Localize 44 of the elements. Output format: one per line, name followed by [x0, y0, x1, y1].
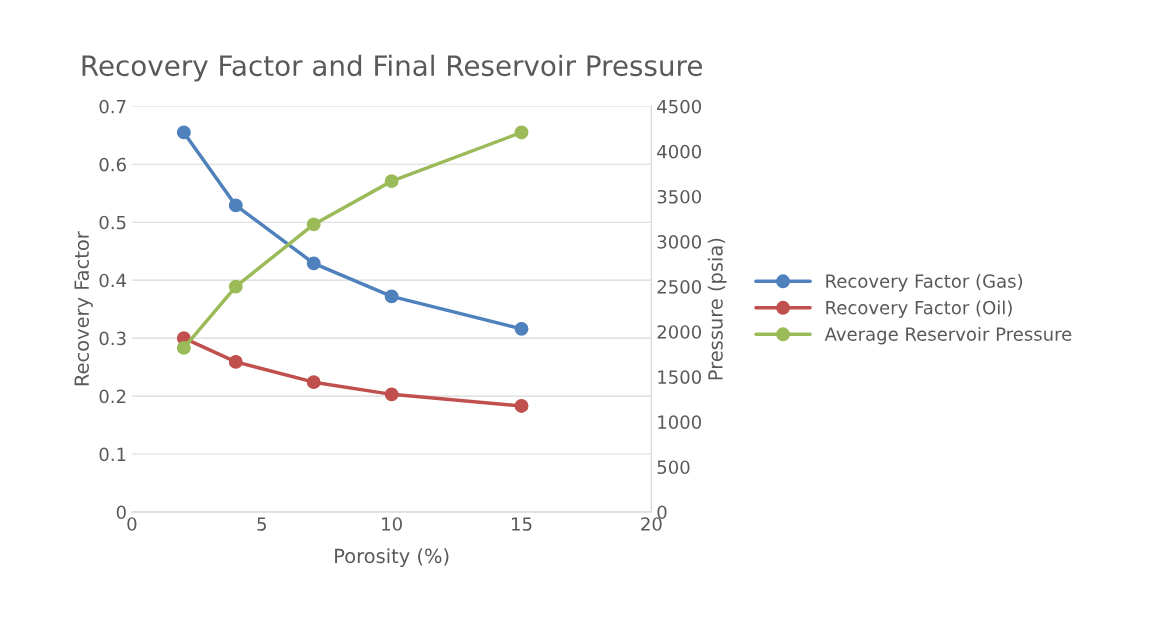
point: [176, 340, 191, 355]
point: [514, 321, 529, 336]
point: [228, 198, 243, 213]
point: [384, 387, 399, 402]
y2-tick-label: 1500: [658, 370, 701, 384]
y2-tick-label: 3500: [657, 189, 701, 204]
y2-tick-label: 4500: [657, 99, 701, 114]
point: [384, 174, 399, 189]
point: [306, 256, 321, 271]
y-tick-label: 0.4: [99, 273, 127, 288]
point: [384, 289, 399, 304]
x-tick-label: 0: [127, 517, 137, 531]
point: [228, 279, 243, 294]
y-tick-label: 0.5: [99, 215, 126, 230]
y2-axis-title: Pressure (psia): [707, 238, 727, 380]
x-tick-label: 15: [512, 517, 532, 531]
x-axis-title: Porosity (%): [335, 548, 449, 568]
y-tick-label: 0.3: [99, 331, 126, 346]
y2-tick-label: 3000: [657, 235, 701, 249]
y-tick-label: 0: [116, 505, 126, 520]
y-tick-label: 0.1: [99, 447, 126, 462]
point: [514, 398, 529, 413]
y2-tick-label: 2500: [657, 280, 701, 294]
chart-title: Recovery Factor and Final Reservoir Pressure: [82, 54, 702, 82]
y2-tick-label: 4000: [657, 144, 701, 159]
y2-tick-label: 500: [657, 460, 690, 475]
point: [176, 125, 191, 140]
legend-label: Average Reservoir Pressure: [824, 326, 1072, 345]
x-tick-label: 20: [641, 517, 662, 531]
x-tick-label: 5: [257, 517, 266, 531]
y-axis-title: Recovery Factor: [74, 231, 93, 386]
point: [306, 375, 321, 390]
point: [228, 354, 243, 369]
y-tick-label: 0.7: [99, 99, 126, 114]
point: [514, 125, 529, 140]
y-tick-label: 0.2: [99, 389, 126, 404]
legend-label: Recovery Factor (Gas): [826, 273, 1023, 292]
x-tick-label: 10: [382, 517, 402, 531]
legend-label: Recovery Factor (Oil): [826, 300, 1012, 318]
y2-tick-label: 2000: [657, 325, 701, 339]
y2-tick-label: 0: [657, 505, 667, 520]
y-tick-label: 0.6: [99, 157, 126, 172]
point: [306, 217, 321, 232]
y2-tick-label: 1000: [658, 415, 701, 429]
